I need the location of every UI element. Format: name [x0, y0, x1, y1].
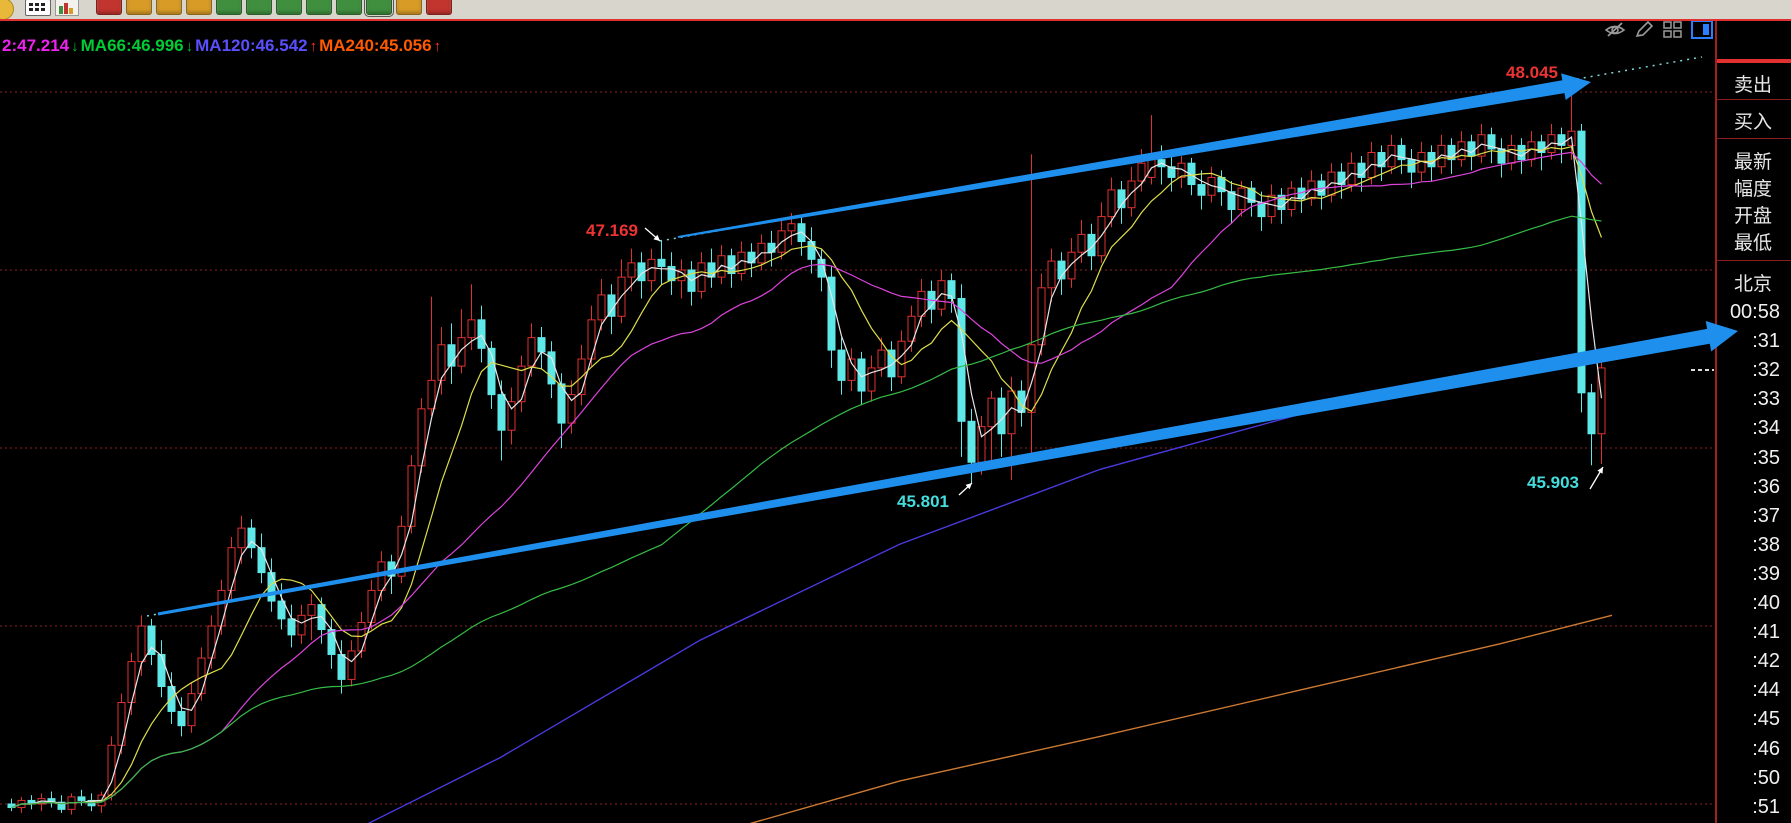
toolbar-button-12[interactable]	[426, 0, 452, 15]
time-row: :50	[1752, 766, 1780, 789]
time-row: :37	[1752, 504, 1780, 527]
quote-sidebar: 卖出 买入 最新幅度开盘最低 北京 00:58 :31 :32 :33 :34 :35 :3…	[1715, 19, 1791, 823]
time-row: 00:58	[1729, 301, 1780, 323]
toolbar-button-3[interactable]	[156, 0, 182, 15]
time-row: :32	[1752, 359, 1780, 382]
up-arrow-icon: ↑	[433, 38, 442, 55]
toolbar-button-8[interactable]	[306, 0, 332, 15]
hide-eye-icon[interactable]	[1604, 20, 1626, 39]
toolbar-button-11[interactable]	[396, 0, 422, 15]
down-arrow-icon: ↓	[71, 38, 79, 55]
quote-label: 幅度	[1733, 179, 1772, 200]
time-row: :36	[1752, 475, 1780, 498]
ma-indicator-readout: 2:47.214 ↓ MA66:46.996 ↓ MA120:46.542 ↑ MA240:…	[2, 36, 443, 56]
time-row: :33	[1752, 388, 1780, 411]
sidebar-red-bar	[1717, 59, 1791, 63]
time-row: :35	[1752, 446, 1780, 469]
quote-label: 开盘	[1733, 206, 1772, 227]
up-arrow-icon: ↑	[309, 38, 318, 55]
city-label: 北京	[1733, 274, 1772, 295]
toolbar-button-9[interactable]	[336, 0, 362, 15]
quote-label: 最低	[1733, 233, 1772, 254]
ma-value: MA66:46.996	[80, 36, 184, 55]
chart-tool-icons	[1604, 20, 1713, 39]
time-row: :41	[1752, 621, 1780, 644]
time-row: :38	[1752, 533, 1780, 556]
time-row: :46	[1752, 737, 1780, 760]
chart-area[interactable]	[0, 19, 1715, 823]
ma-value: MA120:46.542	[195, 36, 308, 55]
toolbar-button-7[interactable]	[276, 0, 302, 15]
toolbar-button-1[interactable]	[96, 0, 122, 15]
keyboard-icon[interactable]	[25, 0, 51, 16]
time-row: :39	[1752, 562, 1780, 585]
down-arrow-icon: ↓	[185, 38, 194, 55]
top-toolbar	[0, 0, 1791, 21]
time-row: :42	[1752, 650, 1780, 673]
toolbar-button-6[interactable]	[246, 0, 272, 15]
time-row: :40	[1752, 592, 1780, 614]
divider	[1717, 138, 1791, 139]
sell-button[interactable]: 卖出	[1733, 75, 1772, 96]
divider	[1717, 260, 1791, 261]
time-row: :51	[1752, 795, 1780, 818]
toolbar-button-10[interactable]	[364, 0, 394, 17]
panel-toggle-icon[interactable]	[1691, 20, 1713, 39]
chart-bars-icon[interactable]	[55, 0, 79, 16]
app-logo-circle-icon[interactable]	[0, 0, 14, 19]
time-row: :45	[1752, 708, 1780, 731]
grid-layout-icon[interactable]	[1662, 20, 1684, 39]
ma-value: MA240:45.056	[319, 36, 432, 55]
ma-value: 2:47.214	[2, 36, 70, 55]
toolbar-button-2[interactable]	[126, 0, 152, 15]
edit-pencil-icon[interactable]	[1633, 20, 1655, 39]
time-row: :31	[1752, 330, 1780, 353]
time-row: :34	[1752, 417, 1780, 440]
time-row: :44	[1752, 679, 1780, 702]
toolbar-button-4[interactable]	[186, 0, 212, 15]
toolbar-button-5[interactable]	[216, 0, 242, 15]
buy-button[interactable]: 买入	[1733, 112, 1772, 133]
quote-label: 最新	[1733, 152, 1772, 173]
divider	[1717, 99, 1791, 100]
